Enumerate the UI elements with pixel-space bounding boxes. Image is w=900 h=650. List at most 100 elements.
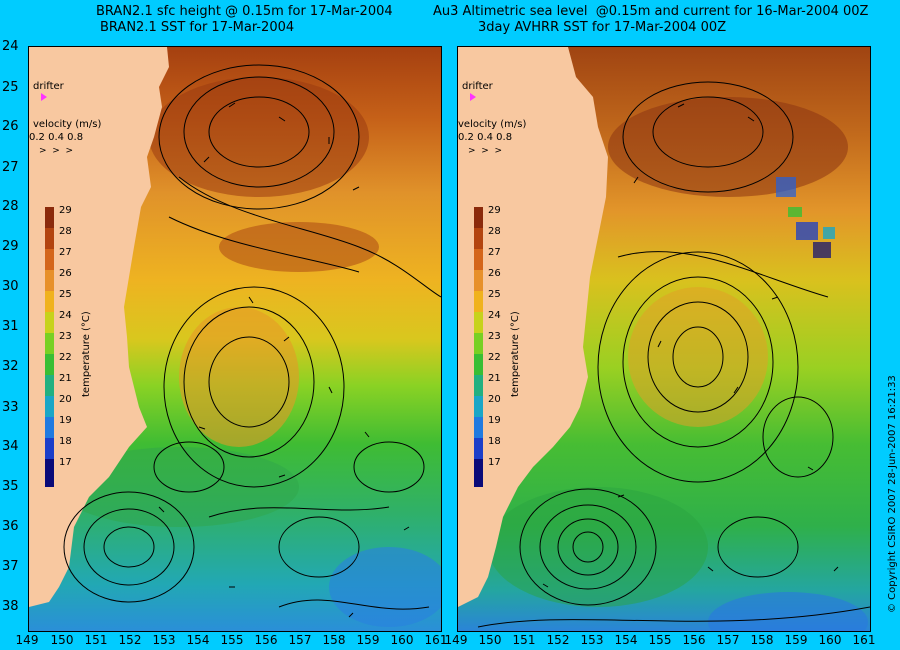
colorbar-label: 23 [59, 331, 72, 342]
current-vectors [542, 103, 839, 588]
x-tick-label: 156 [682, 633, 706, 647]
x-tick-label: 156 [254, 633, 278, 647]
x-tick-label: 159 [356, 633, 380, 647]
x-tick-label: 149 [15, 633, 39, 647]
velocity-arrows-icon: > > > [39, 146, 74, 156]
colorbar-label: 28 [488, 226, 501, 237]
colorbar-label: 19 [488, 415, 501, 426]
cool-band [59, 447, 299, 527]
colorbar [474, 207, 483, 487]
velocity-scale: 0.2 0.4 0.8 [458, 132, 513, 143]
cool-water [329, 547, 441, 627]
left-panel-title-line1: BRAN2.1 sfc height @ 0.15m for 17-Mar-20… [96, 4, 393, 19]
cloud-noise-patch [776, 177, 835, 258]
left-panel-title-line2: BRAN2.1 SST for 17-Mar-2004 [100, 20, 295, 35]
colorbar-title: temperature (°C) [81, 311, 92, 397]
right-map-graphic [458, 47, 870, 631]
velocity-scale: 0.2 0.4 0.8 [29, 132, 84, 143]
x-tick-label: 149 [444, 633, 468, 647]
y-tick-label: 24 [2, 39, 19, 54]
copyright-notice: © Copyright CSIRO 2007 28-Jun-2007 16:21… [887, 375, 898, 613]
coastline-land [29, 47, 169, 607]
warm-front [219, 222, 379, 272]
colorbar-label: 26 [488, 268, 501, 279]
warm-eddy-south [179, 307, 299, 447]
x-tick-label: 150 [50, 633, 74, 647]
x-tick-label: 153 [152, 633, 176, 647]
x-tick-label: 158 [322, 633, 346, 647]
warm-eddy-south [628, 287, 768, 427]
x-tick-label: 154 [614, 633, 638, 647]
y-tick-label: 28 [2, 199, 19, 214]
y-tick-label: 34 [2, 439, 19, 454]
y-tick-label: 25 [2, 80, 19, 95]
y-tick-label: 30 [2, 279, 19, 294]
sea-level-contours [63, 64, 441, 610]
colorbar-label: 20 [488, 394, 501, 405]
drifter-marker-icon [41, 93, 47, 101]
colorbar-title: temperature (°C) [510, 311, 521, 397]
y-tick-label: 38 [2, 599, 19, 614]
y-tick-label: 33 [2, 400, 19, 415]
y-tick-label: 29 [2, 239, 19, 254]
colorbar-label: 18 [488, 436, 501, 447]
right-panel-title-line2: 3day AVHRR SST for 17-Mar-2004 00Z [478, 20, 727, 35]
colorbar-label: 25 [59, 289, 72, 300]
cool-water [708, 592, 868, 631]
x-tick-label: 160 [818, 633, 842, 647]
colorbar-label: 17 [488, 457, 501, 468]
left-map-graphic [29, 47, 441, 631]
coastline-land [458, 47, 608, 607]
colorbar-label: 22 [488, 352, 501, 363]
colorbar-label: 24 [488, 310, 501, 321]
colorbar-label: 19 [59, 415, 72, 426]
x-tick-label: 150 [478, 633, 502, 647]
colorbar-label: 28 [59, 226, 72, 237]
x-tick-label: 161 [424, 633, 448, 647]
x-tick-label: 159 [784, 633, 808, 647]
x-tick-label: 154 [186, 633, 210, 647]
colorbar [45, 207, 54, 487]
warm-eddy-core [149, 77, 369, 197]
right-map-panel: drifter velocity (m/s) 0.2 0.4 0.8 > > >… [457, 46, 871, 632]
colorbar-label: 20 [59, 394, 72, 405]
colorbar-label: 23 [488, 331, 501, 342]
drifter-marker-icon [470, 93, 476, 101]
y-tick-label: 36 [2, 519, 19, 534]
left-map-panel: drifter velocity (m/s) 0.2 0.4 0.8 > > >… [28, 46, 442, 632]
y-tick-label: 26 [2, 119, 19, 134]
colorbar-label: 22 [59, 352, 72, 363]
x-tick-label: 153 [580, 633, 604, 647]
x-tick-label: 151 [84, 633, 108, 647]
x-tick-label: 152 [118, 633, 142, 647]
drifter-label: drifter [462, 81, 493, 92]
colorbar-label: 17 [59, 457, 72, 468]
x-tick-label: 151 [512, 633, 536, 647]
x-tick-label: 160 [390, 633, 414, 647]
x-tick-label: 152 [546, 633, 570, 647]
colorbar-label: 26 [59, 268, 72, 279]
colorbar-label: 21 [59, 373, 72, 384]
colorbar-label: 29 [488, 205, 501, 216]
y-tick-label: 37 [2, 559, 19, 574]
x-tick-label: 157 [288, 633, 312, 647]
colorbar-label: 29 [59, 205, 72, 216]
drifter-label: drifter [33, 81, 64, 92]
cool-band [488, 487, 708, 607]
right-panel-title-line1: Au3 Altimetric sea level @0.15m and curr… [433, 4, 869, 19]
x-tick-label: 161 [852, 633, 876, 647]
colorbar-label: 25 [488, 289, 501, 300]
colorbar-label: 24 [59, 310, 72, 321]
y-tick-label: 31 [2, 319, 19, 334]
velocity-arrows-icon: > > > [468, 146, 503, 156]
x-tick-label: 155 [220, 633, 244, 647]
velocity-label: velocity (m/s) [33, 119, 102, 130]
colorbar-label: 27 [488, 247, 501, 258]
x-tick-label: 155 [648, 633, 672, 647]
x-tick-label: 158 [750, 633, 774, 647]
sea-level-contours [477, 81, 870, 628]
y-tick-label: 32 [2, 359, 19, 374]
colorbar-label: 21 [488, 373, 501, 384]
colorbar-label: 18 [59, 436, 72, 447]
velocity-label: velocity (m/s) [458, 119, 527, 130]
